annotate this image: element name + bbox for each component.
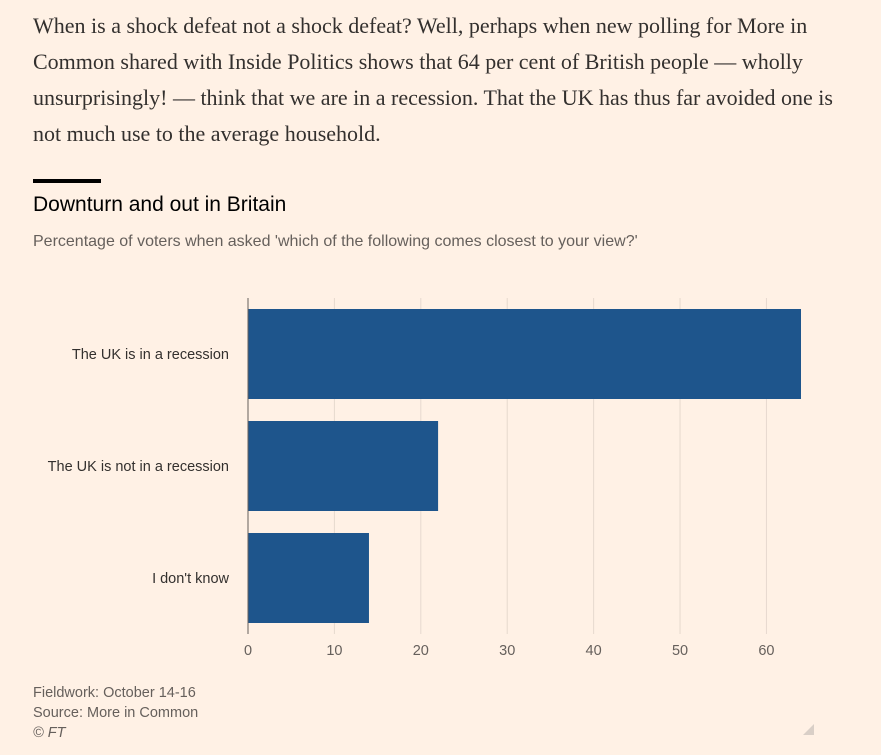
x-tick-label: 0: [244, 643, 252, 659]
chart-title-rule: [33, 179, 101, 183]
fieldwork-note: Fieldwork: October 14-16: [33, 685, 196, 701]
x-tick-label: 40: [586, 643, 602, 659]
resize-corner-icon[interactable]: [803, 724, 814, 735]
bar: [248, 533, 369, 623]
bar: [248, 421, 439, 511]
x-tick-label: 20: [413, 643, 429, 659]
category-label: The UK is not in a recession: [48, 459, 229, 475]
chart-title: Downturn and out in Britain: [33, 193, 287, 216]
chart-subtitle: Percentage of voters when asked 'which o…: [33, 233, 638, 250]
source-note: Source: More in Common: [33, 705, 199, 721]
copyright-note: © FT: [33, 725, 66, 741]
category-label: The UK is in a recession: [72, 347, 229, 363]
category-label: I don't know: [152, 571, 229, 587]
article-paragraph: When is a shock defeat not a shock defea…: [33, 13, 833, 146]
x-tick-label: 60: [758, 643, 774, 659]
chart-footer: Fieldwork: October 14-16 Source: More in…: [33, 683, 198, 743]
x-tick-label: 30: [499, 643, 515, 659]
x-tick-label: 50: [672, 643, 688, 659]
bar: [248, 309, 801, 399]
x-tick-label: 10: [326, 643, 342, 659]
